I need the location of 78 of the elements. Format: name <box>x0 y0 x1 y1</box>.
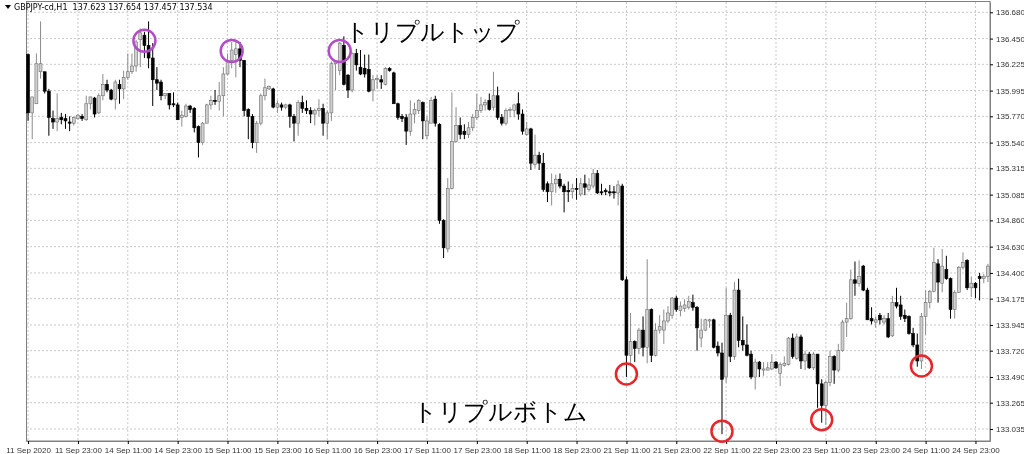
candlestick <box>803 350 807 371</box>
x-tick-label: 15 Sep 11:00 <box>204 445 253 454</box>
y-tick-label: 134.630 <box>996 242 1024 252</box>
x-tick-label: 17 Sep 23:00 <box>453 445 502 454</box>
x-tick-label: 21 Sep 23:00 <box>652 445 702 454</box>
candlestick <box>213 89 217 106</box>
candlestick <box>936 258 940 304</box>
x-tick-label: 21 Sep 11:00 <box>603 445 651 454</box>
candlestick <box>421 100 425 140</box>
candlestick <box>832 354 836 385</box>
y-tick-label: 135.085 <box>996 190 1024 200</box>
candlestick <box>886 312 890 339</box>
candlestick <box>799 334 803 370</box>
candlestick <box>354 48 359 72</box>
x-tick-label: 14 Sep 11:00 <box>104 445 153 454</box>
y-tick-label: 136.450 <box>996 34 1024 44</box>
y-tick-label: 134.400 <box>996 269 1024 279</box>
candlestick <box>853 261 857 297</box>
candlestick <box>358 49 363 76</box>
x-tick-label: 11 Sep 23:00 <box>54 445 103 454</box>
candlestick <box>150 42 155 107</box>
candlestick <box>641 315 645 357</box>
y-tick-label: 136.680 <box>996 8 1024 18</box>
y-tick-label: 134.175 <box>996 294 1024 304</box>
candlestick <box>583 174 587 196</box>
candlestick <box>321 103 325 137</box>
x-tick-label: 22 Sep 11:00 <box>703 445 751 454</box>
candlestick <box>878 312 882 325</box>
x-tick-label: 18 Sep 23:00 <box>553 445 602 454</box>
x-tick-label: 17 Sep 11:00 <box>403 445 452 454</box>
candlestick <box>479 96 483 114</box>
x-tick-label: 15 Sep 23:00 <box>254 445 303 454</box>
candlestick <box>495 86 500 121</box>
y-tick-label: 135.995 <box>996 86 1024 96</box>
y-tick-label: 135.770 <box>996 112 1024 122</box>
candlestick <box>574 177 579 201</box>
candlestick <box>458 116 462 140</box>
candlestick <box>80 113 84 122</box>
candlestick <box>632 339 637 363</box>
candlestick <box>898 295 903 321</box>
y-tick-label: 133.035 <box>996 425 1024 435</box>
y-tick-label: 135.540 <box>996 138 1024 148</box>
x-tick-label: 11 Sep 2020 <box>6 445 52 454</box>
candlestick <box>404 113 408 146</box>
x-tick-label: 24 Sep 23:00 <box>952 445 1001 454</box>
x-tick-label: 16 Sep 23:00 <box>353 445 402 454</box>
x-tick-label: 23 Sep 11:00 <box>802 445 851 454</box>
candlestick <box>790 333 795 360</box>
annotation: トリプルトップ <box>344 18 520 46</box>
y-tick-label: 133.490 <box>996 373 1024 383</box>
x-tick-label: 14 Sep 23:00 <box>154 445 203 454</box>
x-tick-label: 16 Sep 11:00 <box>304 445 352 454</box>
candlestick <box>587 177 591 193</box>
y-tick-label: 134.860 <box>996 216 1024 226</box>
candlestick <box>367 54 371 93</box>
y-tick-label: 133.265 <box>996 398 1024 408</box>
candlestick <box>795 333 799 361</box>
annotation: トリプルボトム <box>412 398 588 426</box>
x-tick-label: 23 Sep 23:00 <box>852 445 901 454</box>
x-tick-label: 22 Sep 23:00 <box>752 445 801 454</box>
candlestick <box>612 185 616 200</box>
candlestick <box>940 248 944 293</box>
y-tick-label: 135.315 <box>996 164 1024 174</box>
candlestick <box>296 99 300 137</box>
candlestick <box>566 180 570 203</box>
candlestick <box>637 327 641 355</box>
candlestick <box>857 259 861 288</box>
candlestick <box>483 98 487 112</box>
x-tick-label: 24 Sep 11:00 <box>902 445 951 454</box>
y-tick-label: 133.720 <box>996 346 1024 356</box>
y-tick-label: 136.225 <box>996 60 1024 70</box>
chart-title: GBPJPY-cd,H1 137.623 137.654 137.457 137.534 <box>14 2 213 12</box>
candlestick <box>117 79 122 105</box>
candlestick <box>591 168 595 189</box>
y-tick-label: 133.945 <box>996 321 1024 331</box>
candlestick <box>811 351 816 371</box>
x-tick-label: 18 Sep 11:00 <box>503 445 552 454</box>
candlestick <box>977 272 982 301</box>
